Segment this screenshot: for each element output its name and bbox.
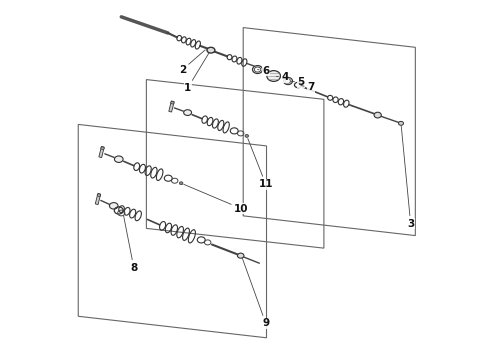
Ellipse shape (115, 156, 123, 162)
Ellipse shape (374, 112, 381, 118)
Text: 4: 4 (276, 72, 289, 82)
Ellipse shape (184, 110, 192, 116)
Ellipse shape (171, 102, 174, 104)
Bar (95, 193, 100, 204)
Text: 2: 2 (179, 50, 205, 75)
Text: 6: 6 (258, 66, 270, 76)
Ellipse shape (179, 182, 183, 185)
Bar (99, 147, 104, 158)
Ellipse shape (267, 71, 280, 81)
Ellipse shape (245, 134, 248, 137)
Ellipse shape (284, 77, 293, 85)
Ellipse shape (207, 47, 215, 53)
Ellipse shape (101, 147, 104, 149)
Ellipse shape (109, 203, 118, 209)
Text: 3: 3 (401, 126, 415, 229)
Text: 1: 1 (184, 53, 209, 93)
Text: 8: 8 (123, 216, 138, 273)
Ellipse shape (398, 121, 403, 125)
Bar (169, 101, 174, 112)
Ellipse shape (97, 194, 100, 197)
Text: 5: 5 (291, 77, 305, 87)
Ellipse shape (238, 253, 244, 258)
Text: 7: 7 (301, 82, 315, 93)
Text: 10: 10 (184, 184, 248, 214)
Text: 11: 11 (248, 139, 273, 189)
Text: 9: 9 (243, 258, 270, 328)
